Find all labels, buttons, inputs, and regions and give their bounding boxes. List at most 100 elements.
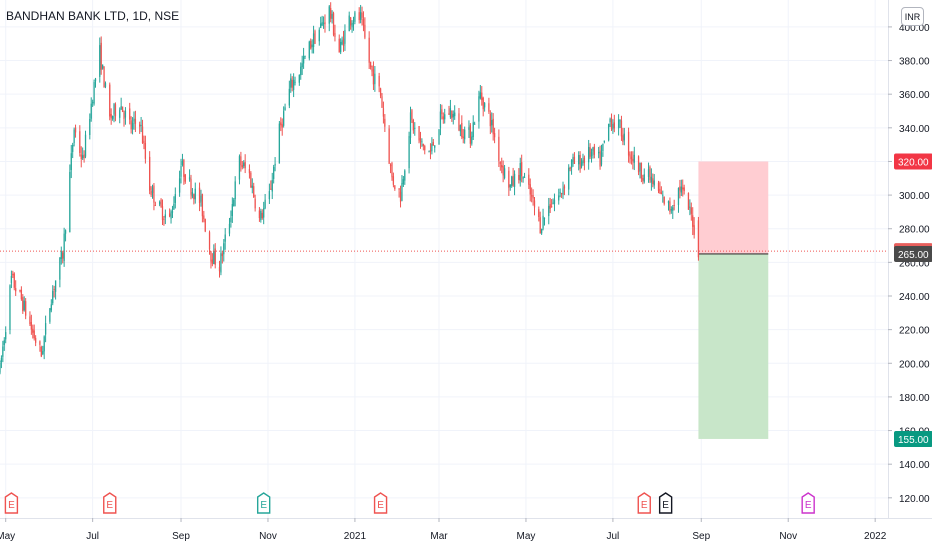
candle-body — [549, 204, 551, 209]
earnings-icon[interactable]: E — [256, 492, 271, 514]
candle-body — [133, 118, 135, 122]
candle-body — [73, 129, 75, 144]
earnings-icon[interactable]: E — [373, 492, 388, 514]
candle-body — [627, 131, 630, 156]
price-axis-bg[interactable] — [888, 0, 932, 550]
candle-body — [623, 133, 625, 141]
candle-body — [667, 201, 670, 204]
earnings-icon-label: E — [641, 500, 648, 511]
candle-body — [607, 123, 610, 141]
candle-body — [278, 123, 281, 164]
candle-body — [491, 120, 493, 126]
candle-body — [193, 194, 195, 200]
candle-body — [518, 174, 520, 180]
candle-body — [609, 118, 611, 122]
candle-body — [32, 328, 34, 333]
candle-body — [149, 156, 151, 191]
position-zones[interactable] — [698, 161, 769, 439]
candle-body — [640, 162, 643, 179]
earnings-icon[interactable]: E — [801, 492, 815, 514]
candle-body — [321, 22, 323, 26]
candle-body — [461, 122, 463, 138]
candle-body — [404, 170, 406, 181]
candle-body — [582, 160, 584, 164]
candle-body — [134, 118, 137, 124]
candle-body — [392, 176, 395, 185]
candle-body — [254, 198, 256, 209]
candle-body — [672, 207, 674, 211]
time-tick-label: May — [517, 531, 536, 542]
candle-body — [559, 192, 561, 194]
entry-price-label-bg — [894, 245, 932, 262]
candle-body — [629, 154, 631, 157]
candle-body — [268, 191, 271, 200]
candle-body — [489, 113, 491, 127]
symbol-title[interactable]: BANDHAN BANK LTD, 1D, NSE — [6, 9, 180, 23]
price-tick-label: 280.00 — [899, 225, 930, 236]
candle-body — [462, 136, 464, 139]
candle-body — [223, 243, 225, 255]
candle-body — [374, 73, 376, 85]
candle-body — [583, 157, 586, 163]
candle-body — [100, 42, 102, 70]
candle-body — [590, 151, 593, 156]
candle-body — [589, 147, 591, 158]
candle-body — [593, 146, 596, 155]
time-axis-bg[interactable] — [0, 518, 932, 550]
stop-loss-zone[interactable] — [698, 161, 769, 254]
earnings-icon[interactable]: E — [103, 492, 117, 514]
price-tick-label: 300.00 — [899, 191, 930, 202]
price-tick-label: 380.00 — [899, 57, 930, 68]
candle-body — [131, 122, 134, 130]
candle-body — [311, 44, 313, 48]
candle-body — [361, 12, 363, 18]
candle-body — [558, 195, 560, 201]
candle-body — [82, 155, 84, 159]
candle-body — [204, 219, 206, 232]
candle-body — [539, 217, 541, 234]
candle-body — [110, 113, 112, 119]
candle-body — [348, 15, 350, 32]
candle-body — [532, 195, 534, 199]
candle-body — [459, 125, 462, 132]
candle-body — [692, 215, 694, 227]
candle-body — [603, 140, 605, 143]
price-tick-label: 140.00 — [899, 460, 930, 471]
price-axis[interactable]: 120.00140.00160.00180.00200.00220.00240.… — [888, 0, 932, 550]
candle-body — [513, 173, 516, 187]
price-tick-label: 400.00 — [899, 23, 930, 34]
candle-body — [260, 210, 262, 221]
candle-body — [642, 178, 644, 181]
earnings-icon[interactable]: E — [658, 492, 673, 514]
candle-body — [213, 251, 215, 265]
take-profit-zone[interactable] — [698, 253, 769, 439]
candle-body — [92, 102, 94, 104]
earnings-icon[interactable]: E — [4, 492, 19, 514]
candle-body — [493, 133, 496, 138]
candle-body — [114, 104, 117, 117]
candle-body — [208, 232, 211, 250]
candle-body — [80, 154, 82, 160]
candle-body — [362, 19, 365, 26]
candle-body — [22, 297, 24, 312]
candle-body — [103, 66, 105, 88]
candle-body — [438, 129, 440, 145]
earnings-icon[interactable]: E — [637, 492, 651, 514]
candle-body — [388, 128, 390, 164]
candle-body — [573, 156, 576, 164]
candle-body — [399, 191, 402, 202]
candle-body — [184, 174, 186, 182]
time-tick-label: Sep — [692, 531, 710, 542]
currency-button[interactable]: INR — [901, 7, 924, 26]
time-axis[interactable]: May Jul Sep Nov 2021 Mar May Jul Sep Nov 2022 — [0, 518, 932, 550]
candle-body — [200, 195, 202, 202]
earnings-icon-label: E — [106, 500, 113, 511]
candle-body — [334, 33, 336, 37]
candle-body — [111, 116, 114, 119]
candle-body — [42, 351, 44, 354]
candle-body — [300, 66, 302, 76]
candle-body — [170, 211, 172, 219]
candle-body — [679, 186, 681, 191]
